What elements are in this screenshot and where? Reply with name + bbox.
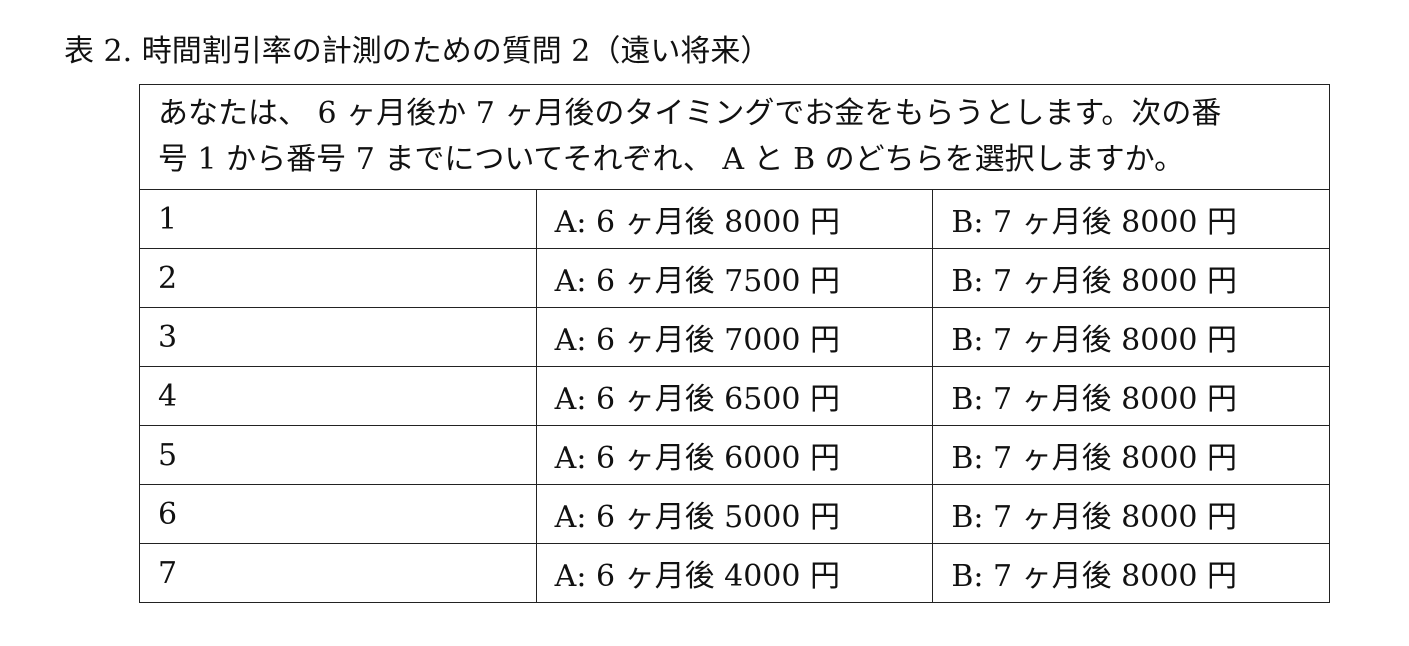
option-a-cell: A: 6 ヶ月後 5000 円: [535, 484, 934, 544]
option-b-cell: B: 7 ヶ月後 8000 円: [932, 484, 1330, 544]
table-caption: 表 2. 時間割引率の計測のための質問 2（遠い将来）: [64, 34, 771, 69]
option-b-cell: B: 7 ヶ月後 8000 円: [932, 543, 1330, 603]
table-row: 3 A: 6 ヶ月後 7000 円 B: 7 ヶ月後 8000 円: [139, 307, 1330, 367]
option-a-cell: A: 6 ヶ月後 7000 円: [535, 307, 934, 367]
option-a-cell: A: 6 ヶ月後 7500 円: [535, 248, 934, 308]
row-number: 7: [139, 543, 537, 603]
intro-row: あなたは、 6 ヶ月後か 7 ヶ月後のタイミングでお金をもらうとします。次の番 …: [139, 84, 1330, 190]
row-number: 2: [139, 248, 537, 308]
table-row: 1 A: 6 ヶ月後 8000 円 B: 7 ヶ月後 8000 円: [139, 189, 1330, 249]
option-a-cell: A: 6 ヶ月後 6000 円: [535, 425, 934, 485]
table-row: 2 A: 6 ヶ月後 7500 円 B: 7 ヶ月後 8000 円: [139, 248, 1330, 308]
intro-line-2: 号 1 から番号 7 までについてそれぞれ、 A と B のどちらを選択しますか…: [158, 142, 1185, 177]
option-a-cell: A: 6 ヶ月後 4000 円: [535, 543, 934, 603]
row-number: 5: [139, 425, 537, 485]
table-row: 5 A: 6 ヶ月後 6000 円 B: 7 ヶ月後 8000 円: [139, 425, 1330, 485]
row-number: 6: [139, 484, 537, 544]
option-a-cell: A: 6 ヶ月後 8000 円: [535, 189, 934, 249]
option-b-cell: B: 7 ヶ月後 8000 円: [932, 366, 1330, 426]
row-number: 3: [139, 307, 537, 367]
option-a-cell: A: 6 ヶ月後 6500 円: [535, 366, 934, 426]
table-row: 6 A: 6 ヶ月後 5000 円 B: 7 ヶ月後 8000 円: [139, 484, 1330, 544]
intro-cell: あなたは、 6 ヶ月後か 7 ヶ月後のタイミングでお金をもらうとします。次の番 …: [139, 84, 1330, 190]
question-table: あなたは、 6 ヶ月後か 7 ヶ月後のタイミングでお金をもらうとします。次の番 …: [139, 84, 1330, 603]
table-row: 4 A: 6 ヶ月後 6500 円 B: 7 ヶ月後 8000 円: [139, 366, 1330, 426]
row-number: 4: [139, 366, 537, 426]
intro-line-1: あなたは、 6 ヶ月後か 7 ヶ月後のタイミングでお金をもらうとします。次の番: [158, 96, 1222, 131]
option-b-cell: B: 7 ヶ月後 8000 円: [932, 189, 1330, 249]
option-b-cell: B: 7 ヶ月後 8000 円: [932, 425, 1330, 485]
table-row: 7 A: 6 ヶ月後 4000 円 B: 7 ヶ月後 8000 円: [139, 543, 1330, 603]
option-b-cell: B: 7 ヶ月後 8000 円: [932, 307, 1330, 367]
option-b-cell: B: 7 ヶ月後 8000 円: [932, 248, 1330, 308]
row-number: 1: [139, 189, 537, 249]
